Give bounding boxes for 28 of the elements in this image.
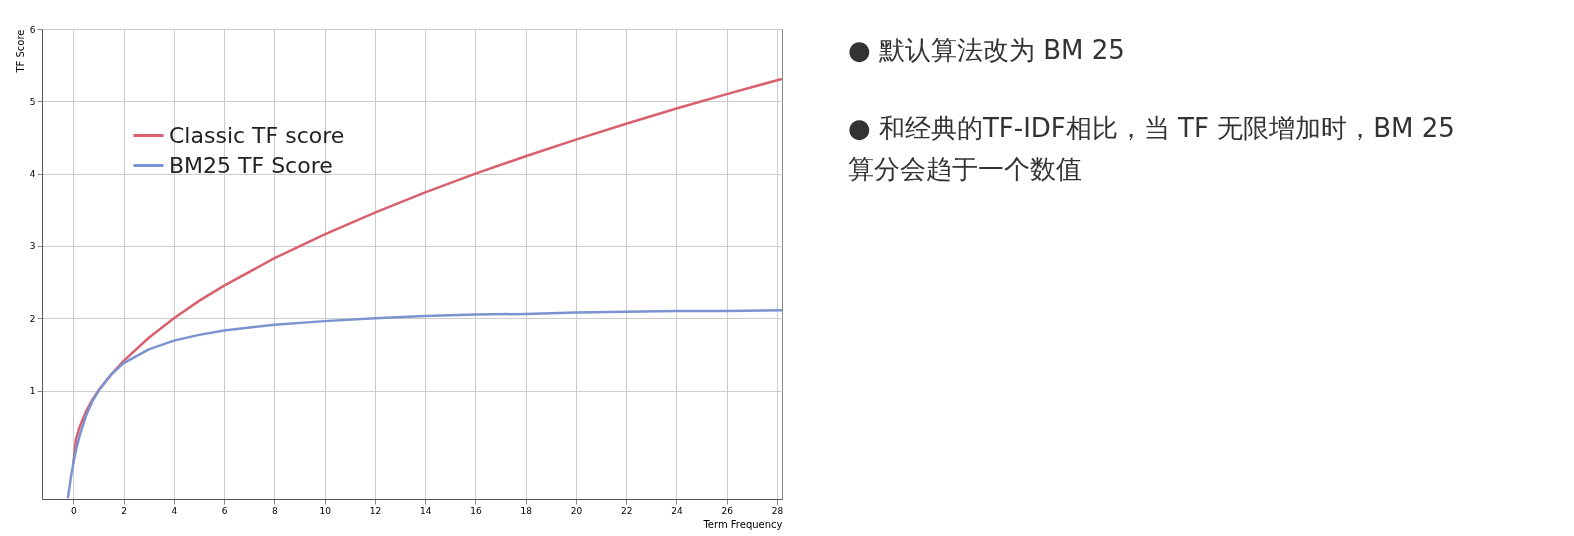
- y-tick-label: 2: [29, 313, 36, 324]
- x-tick-label: 24: [671, 505, 683, 516]
- y-tick-label: 5: [29, 96, 36, 107]
- y-axis-title: TF Score: [14, 29, 26, 74]
- x-tick-label: 18: [520, 505, 533, 516]
- x-tick-label: 4: [171, 505, 178, 516]
- x-tick-label: 0: [71, 505, 78, 516]
- text: ● 默认算法改为 BM 25: [848, 34, 1126, 67]
- x-tick-label: 14: [419, 505, 432, 516]
- x-tick-label: 12: [369, 505, 382, 516]
- x-tick-label: 2: [121, 505, 128, 516]
- x-tick-label: 22: [620, 505, 633, 516]
- y-tick-label: 6: [29, 24, 36, 35]
- x-tick-label: 10: [319, 505, 332, 516]
- x-tick-label: 28: [771, 505, 784, 516]
- legend-label: BM25 TF Score: [169, 152, 333, 178]
- x-tick-label: 20: [570, 505, 583, 516]
- text: ● 和经典的TF-IDF相比，当 TF 无限增加时，BM 25算分会趋于一个数值: [848, 111, 1456, 187]
- legend-label: Classic TF score: [169, 122, 345, 148]
- y-tick-label: 1: [29, 386, 36, 397]
- x-tick-label: 26: [721, 505, 734, 516]
- x-axis-title: Term Frequency: [702, 518, 783, 530]
- line-series: [66, 309, 782, 499]
- x-tick-label: 6: [221, 505, 228, 516]
- x-tick-label: 16: [470, 505, 482, 516]
- x-tick-label: 8: [272, 505, 279, 516]
- y-tick-label: 3: [29, 241, 36, 252]
- y-tick-label: 4: [29, 169, 36, 180]
